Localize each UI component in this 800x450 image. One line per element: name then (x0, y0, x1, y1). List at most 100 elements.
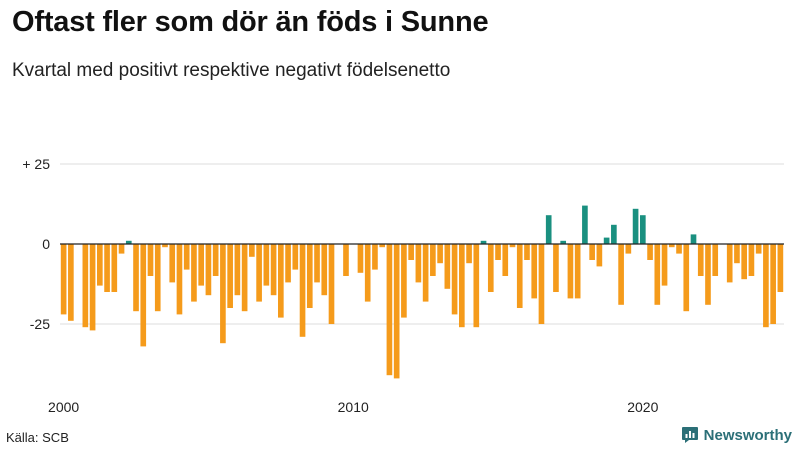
bar (118, 244, 125, 254)
bar (473, 244, 480, 328)
bar (343, 244, 349, 276)
bar (372, 244, 378, 270)
bar (263, 244, 270, 286)
newsworthy-logo-icon (681, 427, 698, 443)
bar (531, 244, 538, 299)
bar (386, 244, 393, 376)
bar (176, 244, 183, 315)
bar (444, 244, 451, 289)
bar (603, 237, 610, 244)
bar (545, 215, 552, 244)
bar (632, 208, 639, 244)
bar (198, 244, 205, 286)
bar (133, 244, 139, 312)
bar (415, 244, 422, 283)
chart-subtitle: Kvartal med positivt respektive negativt… (12, 60, 451, 81)
bar (111, 244, 118, 292)
bar (256, 244, 262, 302)
bar (328, 244, 335, 324)
bar (574, 244, 581, 299)
y-tick-label: + 25 (22, 156, 50, 172)
bar (314, 244, 320, 283)
bar (668, 244, 675, 248)
bar (466, 244, 472, 264)
bar (140, 244, 147, 347)
bar (777, 244, 784, 292)
bar (364, 244, 371, 302)
brand-logo: Newsworthy (681, 426, 792, 444)
bar (408, 244, 414, 260)
bar (227, 244, 233, 308)
x-tick-label: 2000 (48, 399, 79, 415)
x-tick-label: 2010 (338, 399, 369, 415)
bar (741, 244, 748, 280)
bar (582, 205, 588, 244)
bar (567, 244, 574, 299)
bar (162, 244, 168, 248)
bar (763, 244, 769, 328)
bar (97, 244, 103, 286)
bar (487, 244, 494, 292)
bar (596, 244, 603, 267)
axes: + 25 0 -25 2000 2010 2020 (22, 156, 784, 415)
brand-name: Newsworthy (703, 426, 792, 444)
bar (770, 244, 776, 324)
bar (60, 244, 67, 315)
bar (104, 244, 110, 292)
bar (270, 244, 277, 296)
bar (393, 244, 400, 379)
bar (306, 244, 313, 308)
bar (560, 240, 567, 244)
bar (748, 244, 755, 276)
bar (249, 244, 255, 257)
bar (212, 244, 219, 276)
bar (611, 224, 617, 244)
bar (357, 244, 364, 273)
bar (553, 244, 559, 292)
bar (379, 244, 386, 248)
bar (625, 244, 632, 254)
bar (299, 244, 306, 337)
bar (509, 244, 516, 248)
bar (125, 240, 132, 244)
bar (183, 244, 190, 270)
y-tick-label: 0 (42, 236, 50, 252)
bar (205, 244, 212, 296)
bar (459, 244, 465, 328)
bar (640, 215, 646, 244)
source-note: Källa: SCB (6, 430, 69, 445)
bar (654, 244, 661, 305)
bar (154, 244, 161, 312)
bar (697, 244, 704, 276)
bar (430, 244, 436, 276)
bar (618, 244, 624, 305)
bar (401, 244, 407, 318)
bar (68, 244, 74, 321)
bar (451, 244, 458, 315)
bar (647, 244, 653, 260)
bar (755, 244, 762, 254)
bar (82, 244, 89, 328)
bar (676, 244, 682, 254)
bar (589, 244, 595, 260)
bar (726, 244, 733, 283)
chart-title: Oftast fler som dör än föds i Sunne (12, 6, 489, 38)
bar (705, 244, 711, 305)
bar (422, 244, 429, 302)
bar (690, 234, 697, 244)
bars (60, 205, 784, 379)
bar (516, 244, 523, 308)
bar (734, 244, 740, 264)
bar (321, 244, 328, 296)
bar (437, 244, 443, 264)
x-tick-label: 2020 (627, 399, 658, 415)
bar (495, 244, 501, 260)
bar (191, 244, 197, 302)
bar (683, 244, 690, 312)
bar (169, 244, 176, 283)
bar (712, 244, 719, 276)
bar (502, 244, 509, 276)
gridlines (60, 163, 784, 325)
bar (241, 244, 248, 312)
